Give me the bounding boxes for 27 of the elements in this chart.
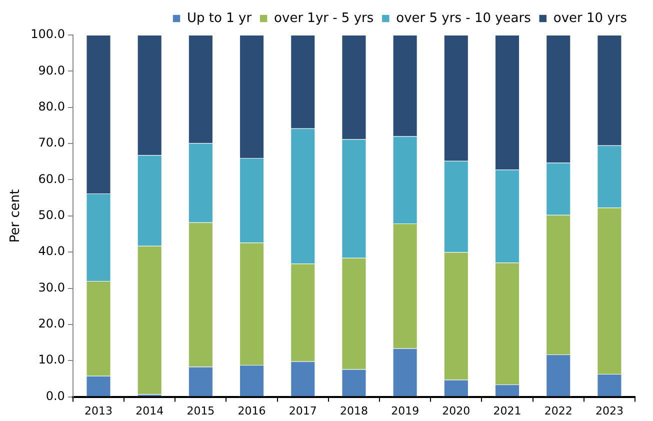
x-tick-label: 2022 <box>544 404 572 418</box>
y-tick-label: 10.0 <box>38 352 65 367</box>
x-tick-label: 2021 <box>493 404 522 418</box>
y-tick-label: 100.0 <box>30 27 65 42</box>
x-tick-label: 2015 <box>186 404 215 418</box>
legend-label: Up to 1 yr <box>187 10 252 26</box>
y-tick-label: 30.0 <box>38 280 65 294</box>
x-tick-label: 2018 <box>340 404 368 418</box>
y-tick-label: 70.0 <box>38 136 65 150</box>
y-tick-label: 80.0 <box>38 99 65 114</box>
legend-label: over 10 yrs <box>553 10 628 26</box>
legend-label: over 5 yrs - 10 years <box>396 10 532 26</box>
legend-label: over 1yr - 5 yrs <box>274 10 374 26</box>
x-tick-label: 2016 <box>238 404 266 418</box>
y-tick-label: 60.0 <box>38 172 65 186</box>
y-tick-label: 50.0 <box>38 208 65 222</box>
x-tick-label: 2019 <box>391 404 420 418</box>
x-tick-label: 2014 <box>136 404 164 418</box>
y-tick-label: 20.0 <box>38 316 65 331</box>
x-tick-label: 2017 <box>288 404 317 418</box>
y-axis-title: Per cent <box>8 189 24 243</box>
y-tick-label: 40.0 <box>38 244 65 258</box>
y-tick-label: 90.0 <box>38 63 65 78</box>
x-tick-label: 2013 <box>84 404 112 418</box>
x-tick-label: 2023 <box>595 404 624 418</box>
x-tick-label: 2020 <box>442 404 470 418</box>
y-tick-label: 0.0 <box>46 388 65 403</box>
